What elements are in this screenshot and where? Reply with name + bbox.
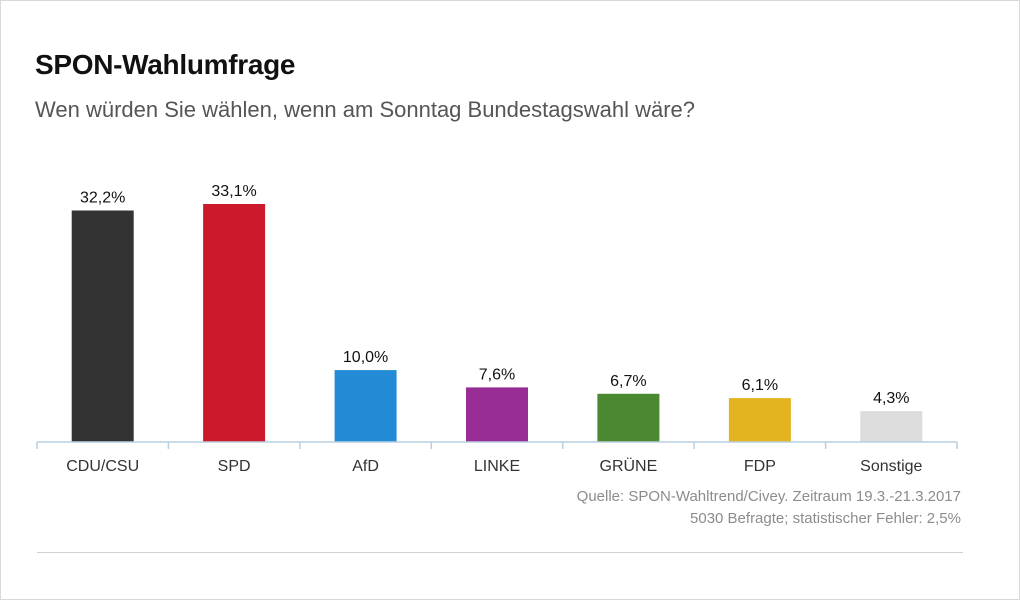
bar-value-label: 4,3% bbox=[873, 390, 909, 407]
bar-value-label: 7,6% bbox=[479, 366, 515, 383]
bar-value-label: 33,1% bbox=[211, 183, 256, 200]
bottom-divider bbox=[37, 552, 963, 553]
category-label: CDU/CSU bbox=[66, 458, 139, 475]
bar-value-label: 6,1% bbox=[742, 377, 778, 394]
category-label: FDP bbox=[744, 458, 776, 475]
bar-sonstige bbox=[860, 411, 923, 442]
bar-spd bbox=[203, 204, 266, 442]
category-label: AfD bbox=[352, 458, 379, 475]
bar-cdu-csu bbox=[71, 210, 134, 442]
category-label: Sonstige bbox=[860, 458, 922, 475]
source-note: Quelle: SPON-Wahltrend/Civey. Zeitraum 1… bbox=[577, 486, 961, 530]
bar-value-label: 10,0% bbox=[343, 349, 388, 366]
bar-fdp bbox=[728, 398, 791, 442]
chart-title: SPON-Wahlumfrage bbox=[35, 49, 296, 80]
category-label: GRÜNE bbox=[600, 457, 658, 475]
bar-value-label: 6,7% bbox=[610, 373, 646, 390]
category-label: LINKE bbox=[474, 458, 520, 475]
chart-subtitle: Wen würden Sie wählen, wenn am Sonntag B… bbox=[35, 97, 695, 122]
bar-grüne bbox=[597, 393, 660, 442]
source-line-1: Quelle: SPON-Wahltrend/Civey. Zeitraum 1… bbox=[576, 488, 961, 505]
bar-linke bbox=[466, 387, 528, 442]
bar-value-label: 32,2% bbox=[80, 190, 125, 207]
bar-afd bbox=[334, 370, 397, 442]
source-line-2: 5030 Befragte; statistischer Fehler: 2,5… bbox=[690, 510, 961, 527]
category-label: SPD bbox=[218, 458, 251, 475]
